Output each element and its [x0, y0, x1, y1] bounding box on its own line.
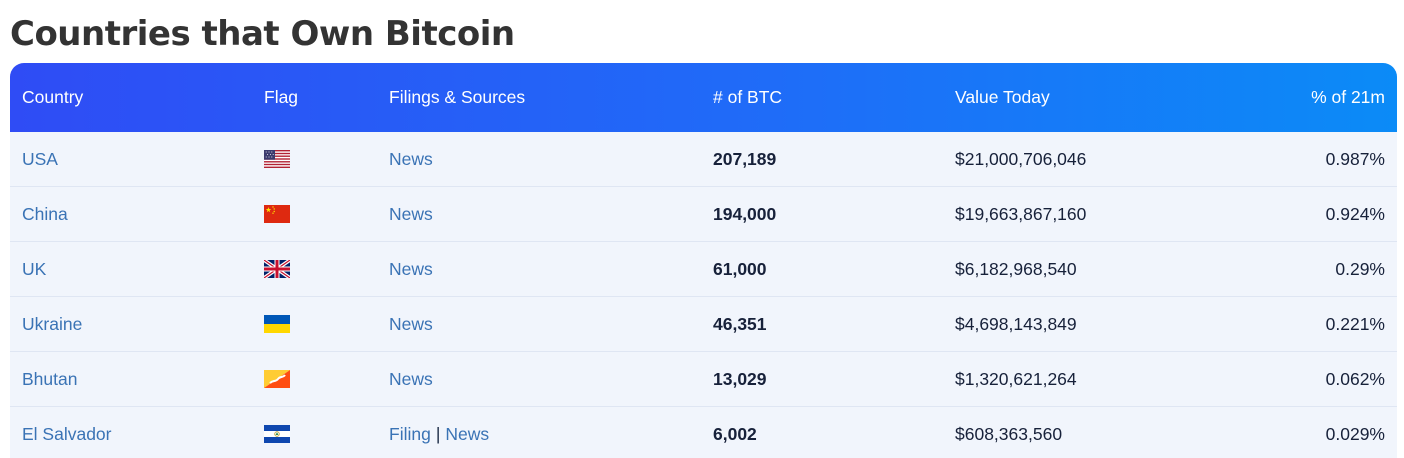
- link-separator: |: [435, 423, 441, 444]
- btc-amount: 13,029: [713, 368, 767, 389]
- country-link[interactable]: Ukraine: [22, 313, 83, 334]
- btc-amount: 6,002: [713, 423, 757, 444]
- value-today: $19,663,867,160: [955, 203, 1087, 224]
- table-row: UK News 61,000 $6,182,968,540 0.29%: [10, 242, 1397, 297]
- table-row: China News 194,000 $19,663,867,160 0.924…: [10, 187, 1397, 242]
- btc-amount: 46,351: [713, 313, 767, 334]
- china-flag-icon: [264, 205, 290, 223]
- header-flag[interactable]: Flag: [264, 87, 299, 107]
- country-link[interactable]: China: [22, 203, 68, 224]
- header-pct[interactable]: % of 21m: [1311, 87, 1385, 107]
- percent-of-21m: 0.062%: [1325, 368, 1385, 389]
- country-link[interactable]: Bhutan: [22, 368, 78, 389]
- country-link[interactable]: UK: [22, 258, 47, 279]
- el-salvador-flag-icon: [264, 425, 290, 443]
- filing-link[interactable]: Filing: [389, 423, 431, 444]
- country-link[interactable]: USA: [22, 148, 58, 169]
- percent-of-21m: 0.924%: [1325, 203, 1385, 224]
- btc-amount: 207,189: [713, 148, 777, 169]
- news-link[interactable]: News: [389, 258, 433, 279]
- header-sources[interactable]: Filings & Sources: [389, 87, 526, 107]
- usa-flag-icon: [264, 150, 290, 168]
- percent-of-21m: 0.29%: [1335, 258, 1385, 279]
- header-btc[interactable]: # of BTC: [713, 87, 783, 107]
- page-title: Countries that Own Bitcoin: [10, 14, 515, 54]
- value-today: $608,363,560: [955, 423, 1063, 444]
- header-value[interactable]: Value Today: [955, 87, 1050, 107]
- news-link[interactable]: News: [389, 313, 433, 334]
- percent-of-21m: 0.987%: [1325, 148, 1385, 169]
- bhutan-flag-icon: [264, 370, 290, 388]
- table-row: Bhutan News 13,029 $1,320,621,264 0.062%: [10, 352, 1397, 407]
- header-country[interactable]: Country: [22, 87, 84, 107]
- news-link[interactable]: News: [389, 368, 433, 389]
- value-today: $1,320,621,264: [955, 368, 1077, 389]
- uk-flag-icon: [264, 260, 290, 278]
- news-link[interactable]: News: [389, 148, 433, 169]
- table-row: El Salvador Filing | News 6,002 $608,363,5…: [10, 407, 1397, 458]
- news-link[interactable]: News: [389, 203, 433, 224]
- table-header: Country Flag Filings & Sources # of BTC …: [10, 63, 1397, 132]
- country-link[interactable]: El Salvador: [22, 423, 112, 444]
- btc-amount: 194,000: [713, 203, 777, 224]
- value-today: $4,698,143,849: [955, 313, 1077, 334]
- value-today: $6,182,968,540: [955, 258, 1077, 279]
- percent-of-21m: 0.029%: [1325, 423, 1385, 444]
- table-row: USA News 207,189 $21,000,706,046 0.: [10, 132, 1397, 187]
- btc-amount: 61,000: [713, 258, 767, 279]
- ukraine-flag-icon: [264, 315, 290, 333]
- percent-of-21m: 0.221%: [1325, 313, 1385, 334]
- table-row: Ukraine News 46,351 $4,698,143,849 0.221…: [10, 297, 1397, 352]
- countries-table: Country Flag Filings & Sources # of BTC …: [10, 63, 1397, 458]
- news-link[interactable]: News: [445, 423, 490, 444]
- value-today: $21,000,706,046: [955, 148, 1087, 169]
